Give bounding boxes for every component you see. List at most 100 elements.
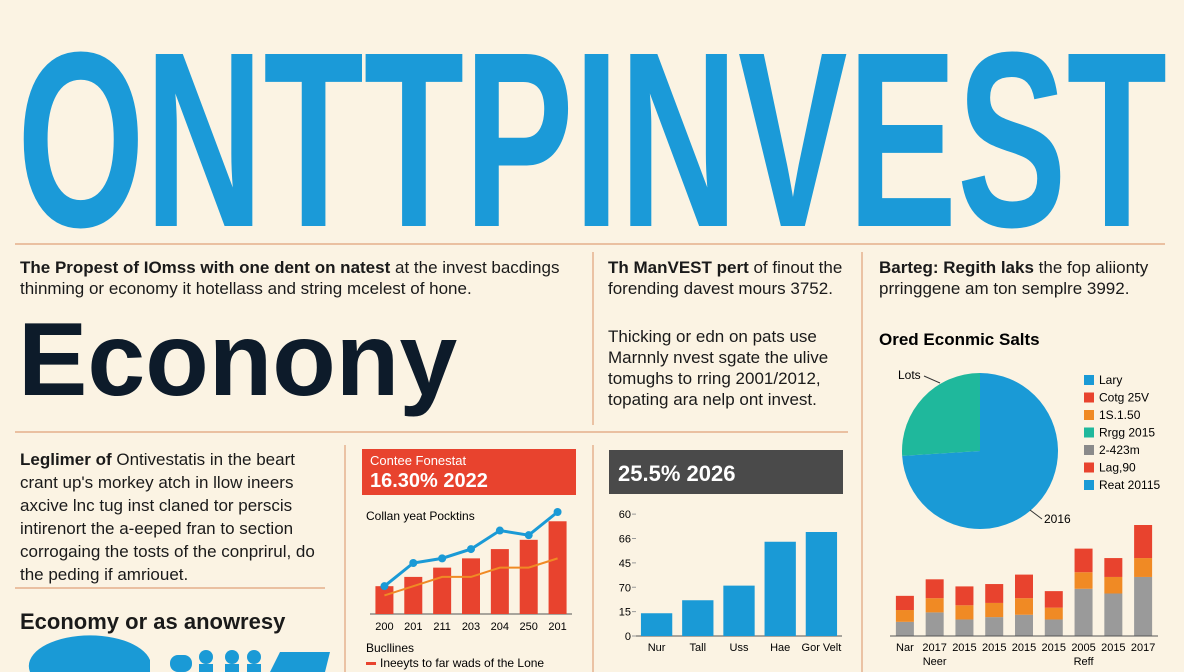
sub-label: Neer [923, 656, 947, 668]
bar-segment [985, 584, 1004, 603]
bar-segment [955, 586, 974, 606]
bar-segment [895, 621, 914, 636]
point [553, 508, 562, 516]
point [438, 554, 447, 563]
bar [490, 549, 509, 614]
pie-slice [902, 373, 1058, 530]
annotation: 2016 [1044, 512, 1071, 526]
x-tick-label: 250 [520, 621, 538, 633]
bar [404, 576, 423, 614]
legend-swatch [1084, 427, 1094, 438]
sub-label: Reff [1074, 656, 1095, 668]
x-tick-label: Nur [648, 642, 666, 654]
point [380, 582, 389, 591]
bar-segment [955, 619, 974, 636]
left-body: Leglimer of Ontivestatis in the beart cr… [20, 448, 335, 586]
bar [519, 539, 538, 614]
x-tick-label: 203 [462, 621, 480, 633]
bar [462, 558, 480, 614]
y-tick-label: 70 [619, 582, 631, 594]
intro-text: of finout the forending davest mours 375… [608, 258, 843, 298]
y-tick-label: 0 [625, 631, 631, 643]
x-tick-label: 2017 [1131, 642, 1155, 654]
intro-text: at the invest bacdings thinming or econo… [20, 258, 560, 298]
line [384, 557, 558, 597]
bar-segment [955, 605, 974, 620]
masthead: ONTTPINVEST [17, 0, 1167, 279]
bar-segment [925, 598, 944, 613]
bar-segment [1104, 593, 1123, 636]
middle-intro: Th ManVEST pert of finout the forending … [608, 257, 853, 299]
legend-swatch [1084, 392, 1094, 403]
x-tick-label: Nar [896, 642, 914, 654]
bar-segment [1015, 598, 1033, 615]
legend-label: Lary [1099, 373, 1122, 387]
note-marker [366, 662, 376, 665]
bar-segment [1074, 548, 1093, 573]
bar [640, 613, 673, 636]
x-tick-label: Uss [730, 642, 749, 654]
y-tick-label: 15 [619, 607, 631, 619]
y-tick-label: 60 [619, 509, 631, 521]
note: Ineeyts to far wads of the Lone [380, 656, 544, 670]
bottom-ornament [28, 635, 330, 672]
x-tick-label: 200 [375, 621, 393, 633]
legend-label: Rrgg 2015 [1099, 426, 1155, 440]
legend-swatch [1084, 410, 1094, 420]
x-tick-label: Hae [770, 642, 790, 654]
charts: Contee Fonestat 16.30% 2022 Collan yeat Po… [362, 330, 1160, 670]
bar [548, 521, 567, 614]
chart-title: Contee Fonestat [370, 453, 467, 468]
bar-segment [1134, 576, 1153, 636]
legend-swatch [1084, 480, 1094, 490]
bar-segment [1134, 558, 1153, 577]
x-tick-label: 204 [491, 621, 509, 633]
intro-bold: Th ManVEST pert [608, 258, 749, 277]
legend-label: 2-423m [1099, 443, 1140, 457]
chart-title: 25.5% 2026 [618, 461, 735, 486]
legend-swatch [1084, 462, 1094, 473]
bar-segment [895, 595, 914, 611]
x-tick-label: 201 [404, 621, 422, 633]
point [409, 559, 418, 567]
bar [433, 567, 452, 614]
bar-segment [985, 602, 1004, 618]
title-box [609, 450, 843, 494]
bar-segment [1044, 619, 1063, 636]
bar-segment [1015, 574, 1033, 599]
intro-bold: The Propest of IOmss with one dent on na… [20, 258, 391, 277]
title-box [362, 449, 576, 495]
leader [1029, 509, 1043, 520]
point [524, 531, 533, 540]
x-tick-label: Tall [690, 642, 707, 654]
legend-swatch [1084, 375, 1094, 385]
rules [15, 243, 1165, 672]
legend-label: 1S.1.50 [1099, 408, 1141, 422]
chart-subtitle: 16.30% 2022 [370, 470, 488, 492]
note: Bucllines [366, 641, 414, 655]
bar-segment [925, 612, 944, 636]
bar-segment [895, 610, 914, 622]
bar-segment [1044, 591, 1063, 608]
bar-segment [1134, 525, 1153, 559]
bar [805, 532, 838, 636]
annotation: Lots [898, 368, 921, 382]
x-tick-label: 2015 [982, 642, 1006, 654]
bar-segment [1104, 558, 1123, 577]
x-tick-label: 2015 [1101, 642, 1125, 654]
middle-body: Thicking or edn on pats use Marnnly nves… [608, 327, 829, 409]
bar [764, 541, 796, 636]
x-tick-label: Gor Velt [802, 642, 842, 654]
bar-segment [1074, 588, 1093, 636]
bar-segment [1015, 614, 1033, 636]
bar [723, 585, 755, 636]
x-tick-label: 2005 [1071, 642, 1095, 654]
y-tick-label: 66 [619, 534, 631, 546]
point [495, 526, 504, 535]
headline: Econony [18, 302, 458, 418]
intro-text: the fop aliionty prringgene am ton sempl… [879, 258, 1149, 298]
x-axis-label: Collan yeat Pocktins [366, 509, 475, 523]
x-tick-label: 211 [433, 621, 451, 633]
